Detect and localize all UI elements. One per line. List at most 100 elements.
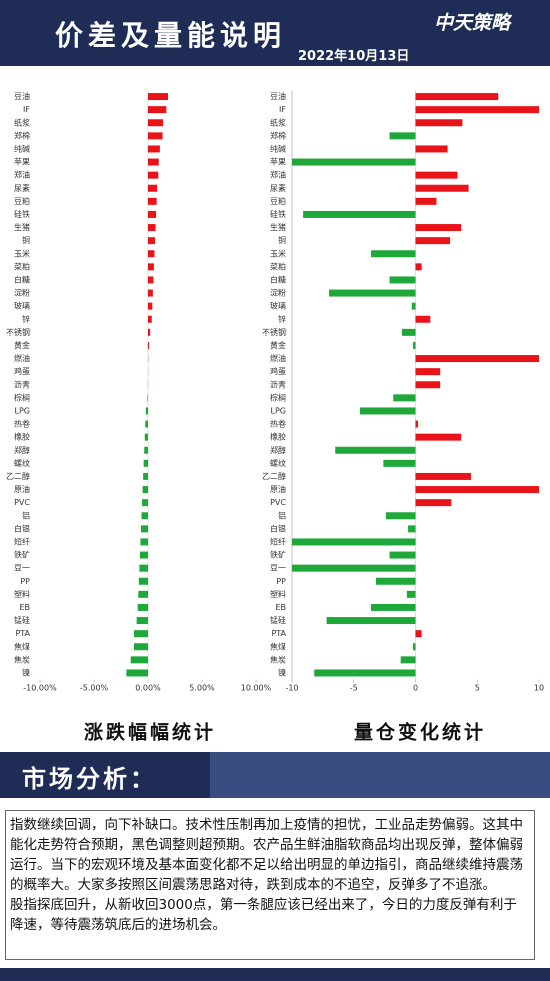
bar	[292, 564, 416, 572]
category-label: 焦煤	[270, 641, 286, 651]
category-label: 鸡蛋	[14, 366, 30, 376]
bar	[148, 289, 153, 297]
category-label: 短纤	[270, 536, 286, 546]
bar	[375, 577, 416, 585]
bar	[140, 525, 148, 533]
bar	[303, 210, 416, 218]
bar	[393, 394, 416, 402]
category-label: PP	[20, 577, 30, 586]
category-label: 燃油	[14, 353, 30, 363]
bar	[138, 590, 148, 598]
category-label: PVC	[270, 498, 286, 507]
bar	[389, 132, 416, 140]
bar	[144, 446, 148, 454]
category-label: 焦炭	[14, 654, 30, 664]
category-label: 豆一	[270, 564, 286, 573]
paragraph: 股指探底回升，从新收回3000点，第一条腿应该已经出来了，今日的力度反弹有利于降…	[10, 897, 517, 933]
bar	[148, 263, 154, 271]
category-label: 郑油	[14, 170, 30, 180]
category-label: 沥青	[270, 379, 286, 389]
bar	[148, 315, 152, 323]
category-label: 纯碱	[14, 143, 30, 153]
category-label: LPG	[271, 406, 286, 415]
category-label: 不锈钢	[262, 327, 286, 337]
bar	[415, 119, 463, 127]
category-label: 菜粕	[270, 261, 286, 271]
bar	[148, 237, 156, 245]
category-label: 镍	[278, 667, 286, 677]
bar	[314, 669, 416, 677]
category-label: 白银	[270, 523, 286, 533]
bar	[148, 93, 168, 101]
chart-title: 量仓变化统计	[354, 721, 486, 744]
bar	[292, 158, 416, 166]
bar	[148, 250, 155, 258]
bar	[400, 656, 416, 664]
category-label: 镍	[22, 667, 30, 677]
category-label: 淀粉	[270, 288, 286, 298]
category-label: 原油	[270, 484, 286, 494]
bar	[148, 197, 157, 205]
bar	[144, 433, 148, 441]
bar	[406, 590, 416, 598]
bar	[139, 564, 148, 572]
category-label: 苹果	[14, 157, 30, 167]
category-label: 不锈钢	[6, 327, 30, 337]
bar	[359, 407, 416, 415]
x-tick-label: 5.00%	[189, 684, 215, 693]
category-label: 郑醇	[14, 445, 30, 455]
category-label: 沥青	[14, 379, 30, 389]
x-tick-label: -5.00%	[80, 684, 109, 693]
category-label: EB	[275, 603, 286, 612]
category-label: 铁矿	[270, 550, 286, 560]
category-label: 铜	[278, 235, 286, 245]
x-tick-label: 10	[534, 684, 544, 693]
bar	[142, 499, 148, 507]
bar	[415, 630, 422, 638]
category-label: 玉米	[270, 248, 286, 258]
bar	[142, 486, 148, 494]
bar	[411, 302, 416, 310]
bar	[145, 420, 148, 428]
category-label: 硅铁	[270, 209, 286, 219]
bar	[148, 119, 164, 127]
bar	[141, 512, 148, 520]
bar	[147, 394, 148, 402]
category-label: 原油	[14, 484, 30, 494]
date: 2022年10月13日	[298, 49, 410, 64]
section-title: 市场分析：	[22, 765, 157, 793]
category-label: 燃油	[270, 353, 286, 363]
category-label: 郑棉	[14, 130, 30, 140]
bar	[415, 315, 431, 323]
category-label: 黄金	[270, 340, 286, 350]
analysis-box: 指数继续回调，向下补缺口。技术性压制再加上疫情的担忧，工业品走势偏弱。这其中能化…	[5, 810, 535, 960]
category-label: 黄金	[14, 340, 30, 350]
category-label: IF	[279, 105, 286, 114]
category-label: PP	[276, 577, 286, 586]
category-label: 苹果	[270, 157, 286, 167]
category-label: 棕榈	[14, 392, 30, 402]
x-tick-label: -10	[285, 684, 298, 693]
chart-title: 涨跌幅幅统计	[84, 721, 216, 744]
bar	[415, 472, 472, 480]
category-label: 铁矿	[14, 550, 30, 560]
bar	[389, 276, 416, 284]
category-label: 铜	[22, 235, 30, 245]
logo: 中天策略	[434, 12, 511, 34]
bar	[326, 617, 416, 625]
bar	[148, 276, 154, 284]
category-label: 豆一	[14, 564, 30, 573]
category-label: LPG	[15, 406, 30, 415]
category-label: 豆粕	[270, 196, 286, 206]
category-label: 菜粕	[14, 261, 30, 271]
category-label: 锰硅	[14, 615, 30, 625]
category-label: 白糖	[270, 274, 286, 284]
bar	[408, 525, 416, 533]
bar	[145, 407, 148, 415]
category-label: 铝	[22, 510, 30, 520]
category-label: IF	[23, 105, 30, 114]
category-label: 热卷	[270, 419, 286, 429]
bar	[415, 171, 458, 179]
category-label: 鸡蛋	[270, 366, 286, 376]
bar	[148, 302, 153, 310]
